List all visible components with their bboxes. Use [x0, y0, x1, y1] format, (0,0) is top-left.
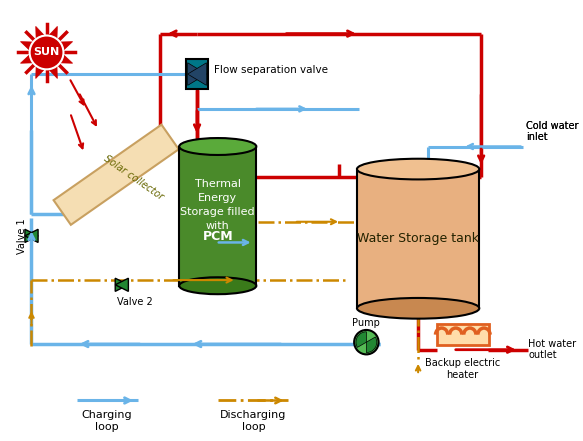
Polygon shape: [20, 41, 34, 51]
Text: PCM: PCM: [202, 230, 233, 243]
Text: Backup electric
heater: Backup electric heater: [424, 358, 500, 380]
Polygon shape: [115, 278, 128, 292]
Text: Hot water
outlet: Hot water outlet: [528, 339, 577, 360]
Ellipse shape: [357, 298, 479, 319]
Polygon shape: [48, 64, 57, 78]
Text: Thermal
Energy
Storage filled
with: Thermal Energy Storage filled with: [180, 179, 255, 231]
Polygon shape: [59, 41, 73, 51]
Circle shape: [30, 36, 64, 69]
Text: Cold water
inlet: Cold water inlet: [526, 121, 579, 142]
Circle shape: [354, 330, 378, 355]
Bar: [186, 59, 208, 89]
Polygon shape: [48, 26, 57, 40]
Wedge shape: [366, 337, 377, 352]
Polygon shape: [188, 63, 206, 86]
Polygon shape: [36, 26, 45, 40]
Text: Flow separation valve: Flow separation valve: [214, 65, 328, 75]
Polygon shape: [25, 229, 38, 243]
Bar: [357, 169, 479, 308]
Ellipse shape: [179, 277, 257, 294]
Polygon shape: [20, 54, 34, 63]
Polygon shape: [115, 278, 128, 292]
Polygon shape: [36, 64, 45, 78]
Text: Solar collector: Solar collector: [101, 153, 165, 202]
Text: Cold water
inlet: Cold water inlet: [526, 121, 579, 142]
Bar: [437, 324, 489, 345]
Ellipse shape: [179, 138, 257, 155]
Wedge shape: [356, 332, 366, 348]
Text: Charging
loop: Charging loop: [82, 410, 132, 431]
Text: SUN: SUN: [33, 48, 59, 57]
Polygon shape: [188, 63, 206, 86]
Bar: [179, 146, 257, 286]
Text: Valve 1: Valve 1: [17, 218, 27, 254]
Ellipse shape: [357, 159, 479, 179]
Polygon shape: [59, 54, 73, 63]
Text: Discharging
loop: Discharging loop: [220, 410, 287, 431]
Text: Pump: Pump: [353, 318, 380, 329]
Text: Water Storage tank: Water Storage tank: [357, 232, 479, 245]
Polygon shape: [25, 229, 38, 243]
Polygon shape: [54, 125, 179, 225]
Text: Valve 2: Valve 2: [117, 297, 153, 307]
